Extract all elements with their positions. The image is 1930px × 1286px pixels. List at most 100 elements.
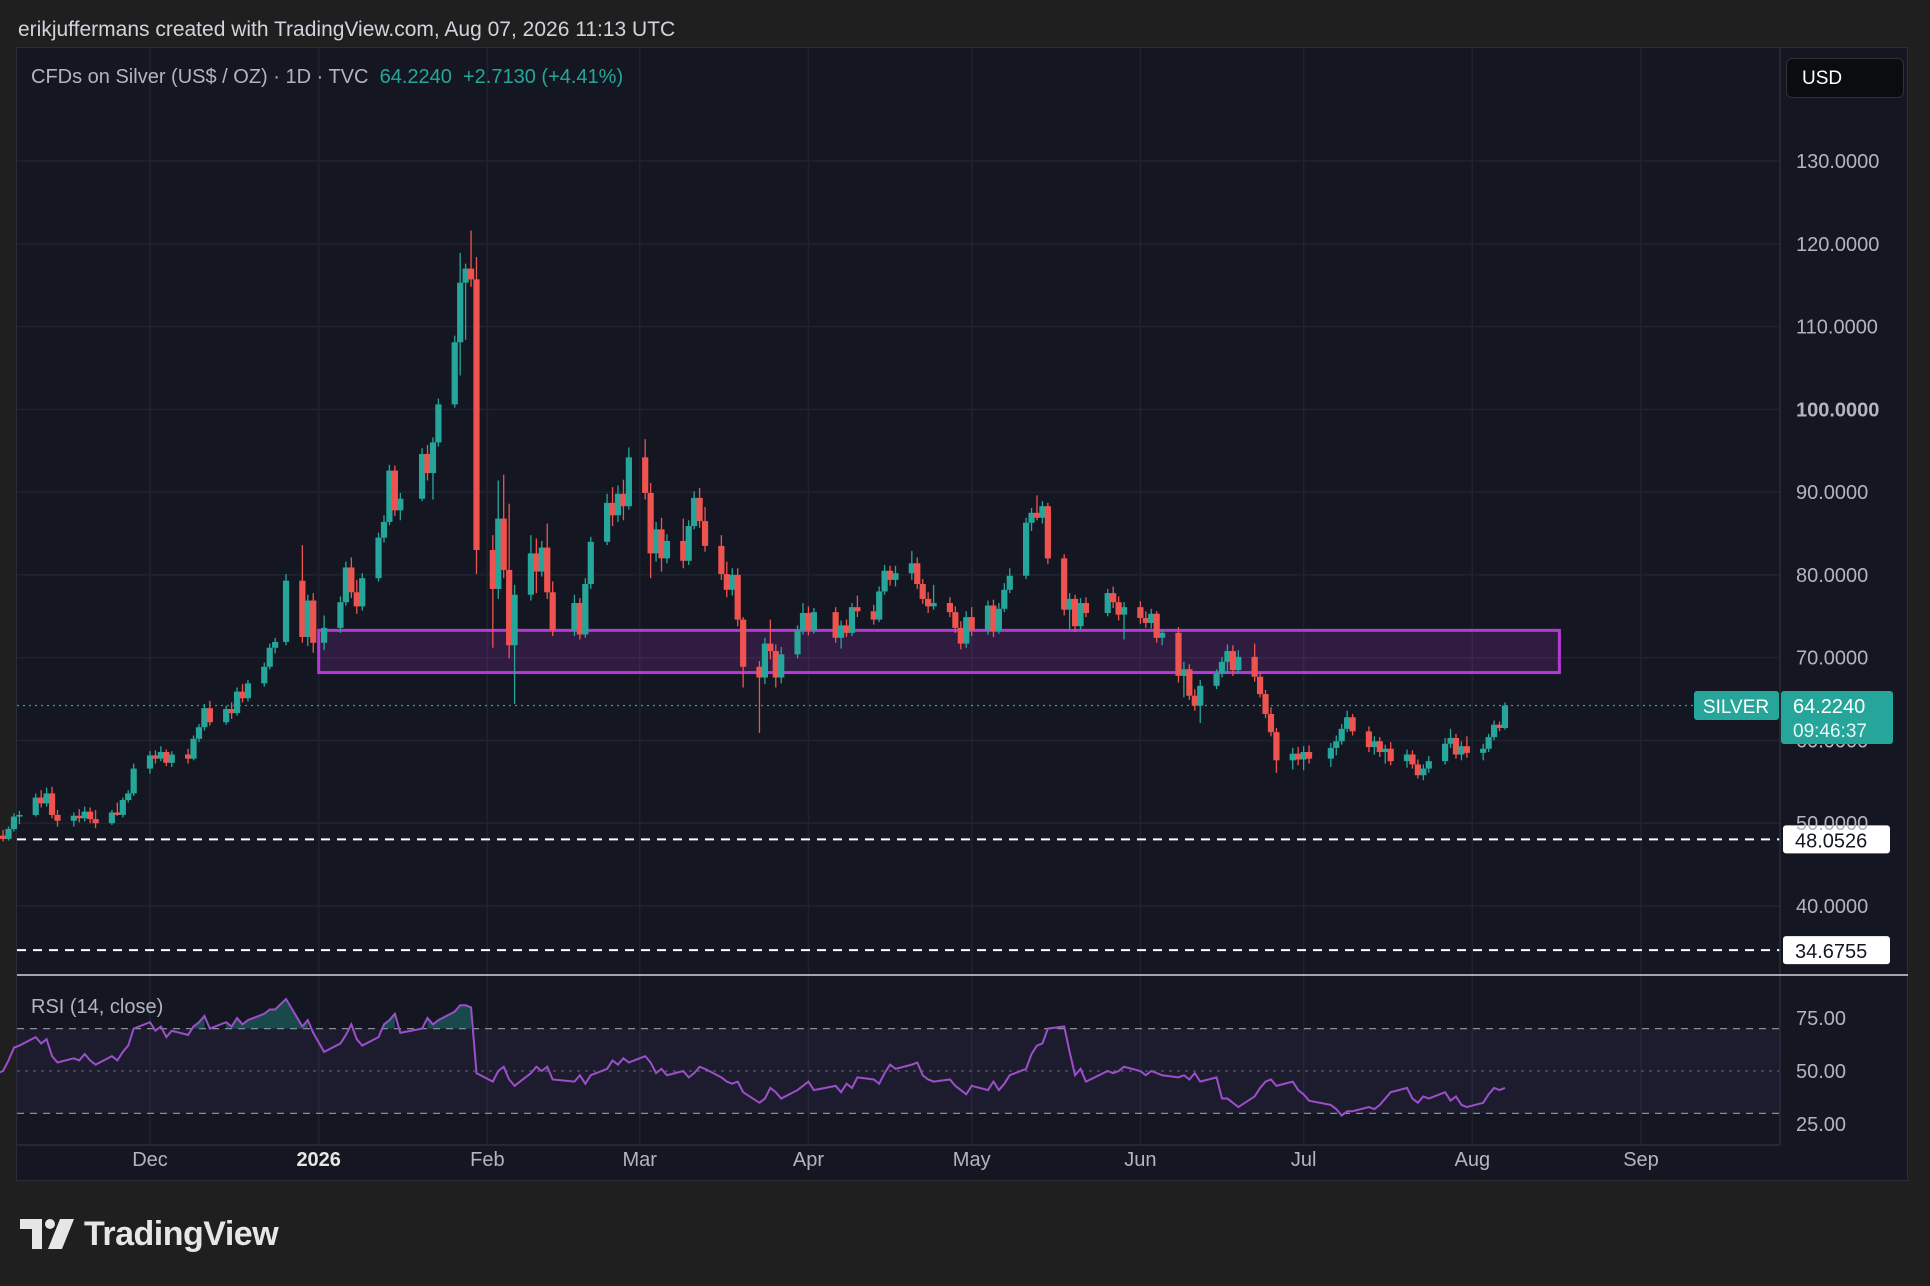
candle-body bbox=[1442, 743, 1449, 762]
candle-body bbox=[5, 829, 12, 839]
symbol-badge-label: SILVER bbox=[1703, 697, 1769, 718]
candle-body bbox=[576, 603, 583, 635]
change-value: +2.7130 (+4.41%) bbox=[463, 66, 624, 88]
currency-button[interactable]: USD bbox=[1786, 58, 1904, 98]
candle-body bbox=[1371, 741, 1378, 748]
candle-body bbox=[1186, 669, 1193, 696]
candle-body bbox=[1452, 737, 1460, 755]
candle-body bbox=[1414, 764, 1421, 776]
candle-body bbox=[968, 617, 975, 631]
candle-body bbox=[114, 812, 121, 815]
price-tick-label: 110.0000 bbox=[1796, 317, 1878, 339]
candle-body bbox=[609, 502, 616, 516]
candle-body bbox=[778, 654, 785, 678]
candle-body bbox=[680, 540, 687, 561]
candle-body bbox=[1159, 632, 1166, 638]
candle-body bbox=[914, 563, 921, 584]
candle-body bbox=[424, 454, 431, 474]
rsi-pane: 25.00 50.00 75.00 bbox=[0, 997, 1846, 1136]
candle-body bbox=[658, 529, 665, 559]
price-level-badge bbox=[1783, 825, 1890, 854]
candle-body bbox=[614, 493, 622, 516]
candle-body bbox=[1104, 593, 1111, 613]
candle-body bbox=[767, 643, 774, 652]
support-resistance-zone bbox=[317, 628, 1561, 675]
candle-body bbox=[1447, 737, 1454, 744]
candle-body bbox=[1224, 651, 1231, 662]
candle-body bbox=[1001, 589, 1008, 609]
candle-body bbox=[1420, 768, 1427, 776]
candle-body bbox=[1490, 724, 1498, 738]
candle-body bbox=[946, 603, 954, 613]
instrument-label: CFDs on Silver (US$ / OZ) · 1D · TVC bbox=[31, 66, 369, 88]
candle-body bbox=[348, 567, 355, 593]
candle-body bbox=[603, 502, 611, 542]
chart-frame[interactable] bbox=[16, 47, 1908, 1181]
time-tick-label: Jul bbox=[1291, 1149, 1317, 1171]
candle-body bbox=[87, 811, 94, 820]
rsi-overbought-fill bbox=[427, 1005, 472, 1029]
candle-body bbox=[1409, 754, 1416, 765]
candle-body bbox=[1028, 512, 1035, 523]
candle-body bbox=[163, 752, 170, 763]
candle-body bbox=[310, 600, 317, 643]
candle-body bbox=[506, 569, 513, 646]
candle-body bbox=[1256, 676, 1264, 695]
candle-body bbox=[342, 567, 349, 603]
price-tick-label: 100.0000 bbox=[1796, 399, 1879, 421]
candle-body bbox=[429, 442, 437, 474]
candle-body bbox=[772, 651, 779, 678]
rsi-legend[interactable]: RSI (14, close) bbox=[31, 996, 164, 1018]
candle-body bbox=[696, 497, 703, 522]
candles bbox=[0, 230, 1509, 842]
candle-body bbox=[952, 612, 959, 628]
last-price-badge bbox=[1781, 691, 1893, 744]
candle-body bbox=[995, 608, 1002, 632]
rsi-tick-label: 25.00 bbox=[1796, 1114, 1846, 1136]
candle-body bbox=[1289, 753, 1296, 761]
candle-body bbox=[854, 607, 861, 612]
price-level-badge bbox=[1783, 936, 1890, 965]
candle-body bbox=[1496, 724, 1503, 729]
candle-body bbox=[70, 815, 77, 821]
candle-body bbox=[1191, 695, 1198, 706]
candle-body bbox=[571, 603, 578, 631]
candle-body bbox=[511, 594, 518, 646]
candle-body bbox=[1344, 717, 1351, 729]
candle-body bbox=[228, 708, 235, 714]
candle-body bbox=[1033, 512, 1041, 518]
candle-body bbox=[38, 797, 45, 804]
candle-body bbox=[625, 457, 632, 507]
candle-body bbox=[353, 592, 360, 607]
candle-body bbox=[718, 545, 725, 575]
candle-body bbox=[652, 529, 660, 554]
price-labels: SILVER 64.2240 09:46:37 bbox=[1694, 691, 1893, 744]
candle-body bbox=[549, 592, 556, 631]
price-tick-label: 90.0000 bbox=[1796, 482, 1868, 504]
candle-body bbox=[1180, 669, 1188, 676]
rsi-line bbox=[0, 997, 1506, 1117]
candle-body bbox=[1403, 754, 1411, 762]
candle-body bbox=[685, 526, 692, 561]
tradingview-logo-icon bbox=[20, 1219, 74, 1249]
candle-body bbox=[620, 493, 627, 507]
candle-body bbox=[168, 754, 175, 763]
grid bbox=[17, 48, 1780, 1145]
tradingview-logo[interactable]: TradingView bbox=[20, 1212, 279, 1256]
candle-body bbox=[1327, 747, 1334, 759]
candle-body bbox=[223, 708, 230, 723]
candle-body bbox=[386, 470, 393, 522]
candle-body bbox=[1262, 694, 1269, 714]
candle-body bbox=[957, 627, 964, 644]
candle-body bbox=[734, 574, 741, 620]
series-legend[interactable]: CFDs on Silver (US$ / OZ) · 1D · TVC 64.… bbox=[31, 66, 623, 89]
candle-body bbox=[1197, 685, 1204, 706]
candle-body bbox=[337, 602, 344, 628]
candle-body bbox=[1082, 603, 1090, 613]
time-tick-label: Feb bbox=[470, 1149, 504, 1171]
candle-body bbox=[984, 605, 992, 631]
axes: 40.000050.000060.000070.000080.000090.00… bbox=[17, 48, 1908, 1171]
zone-layer bbox=[317, 628, 1561, 675]
candle-body bbox=[701, 521, 709, 546]
